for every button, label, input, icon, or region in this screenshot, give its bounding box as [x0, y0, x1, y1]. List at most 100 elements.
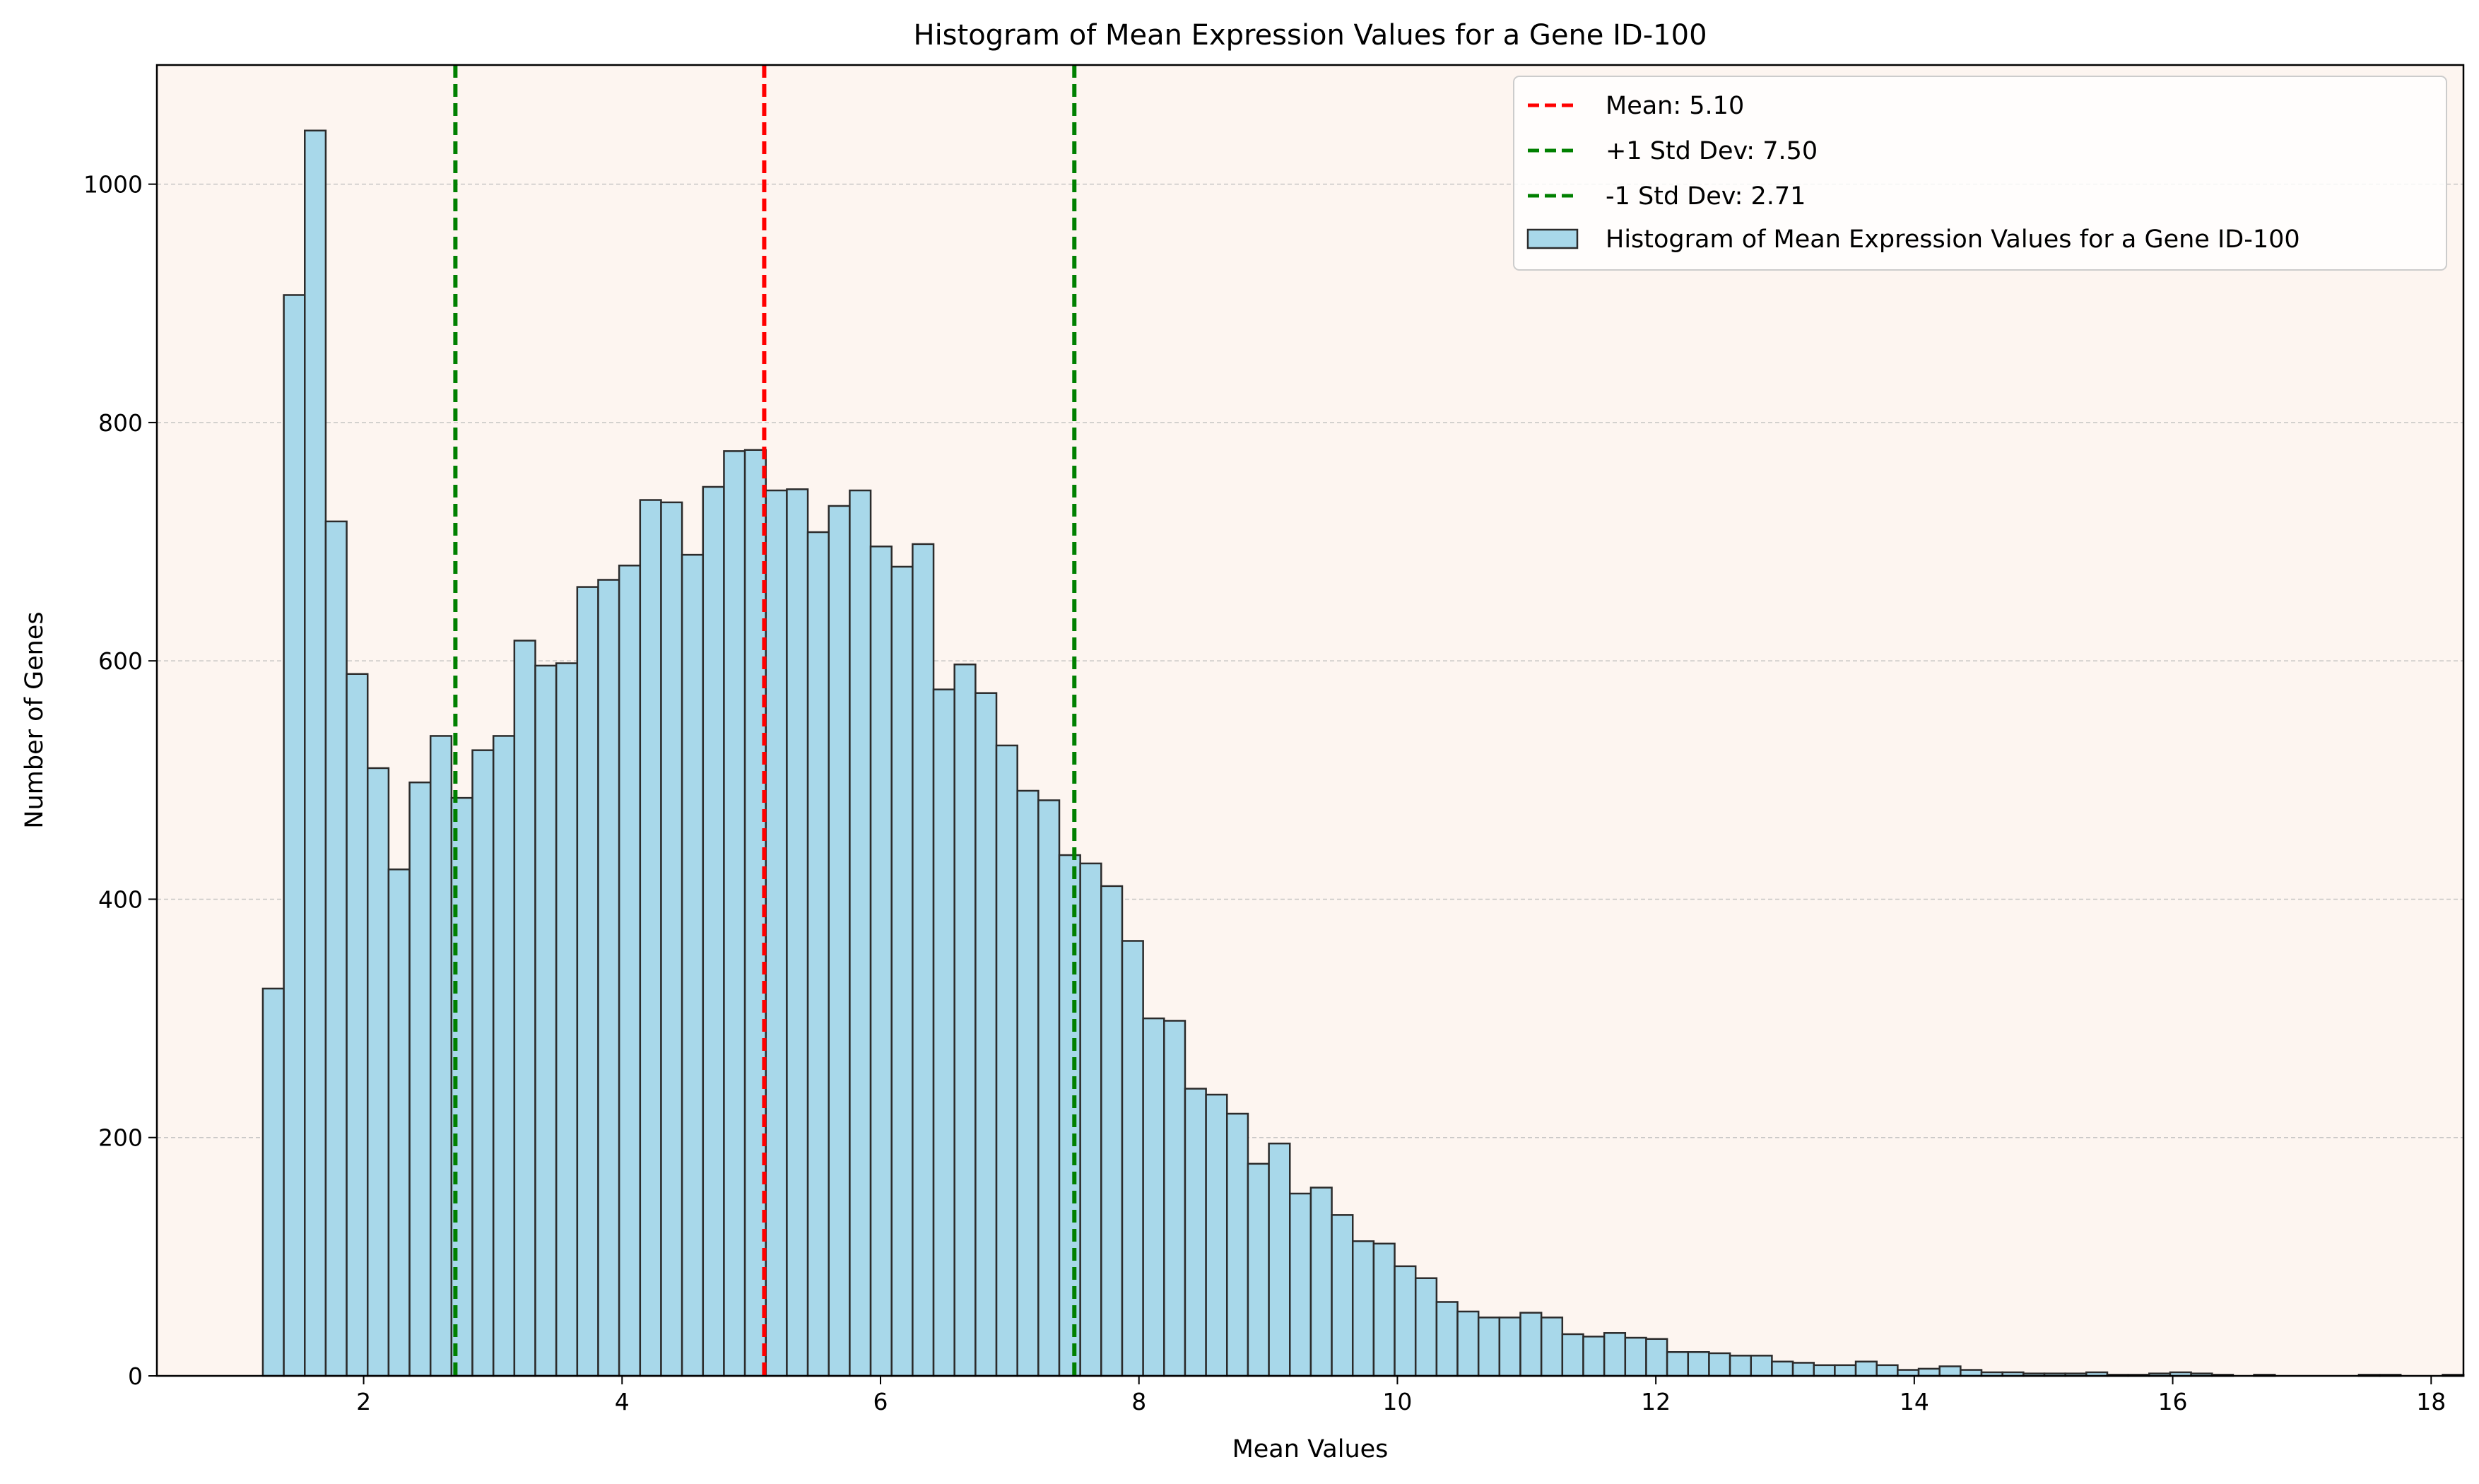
histogram-bar	[1813, 1364, 1836, 1377]
histogram-bar	[806, 531, 830, 1377]
histogram-bar	[1456, 1310, 1480, 1377]
x-tick-label: 12	[1641, 1388, 1671, 1415]
histogram-bar	[912, 543, 935, 1377]
histogram-bar	[1750, 1355, 1773, 1377]
histogram-bar	[1791, 1362, 1815, 1377]
legend-mean-label: Mean: 5.10	[1606, 92, 1744, 120]
histogram-bar	[639, 499, 662, 1377]
histogram-bar	[1917, 1367, 1941, 1377]
x-axis-ticks: 2 4 6 8 10 12 14 16 18	[356, 1376, 2446, 1415]
histogram-bar	[1058, 854, 1081, 1377]
x-tick-label: 4	[615, 1388, 630, 1415]
x-tick-label: 8	[1131, 1388, 1146, 1415]
histogram-bar	[953, 663, 977, 1377]
histogram-bar	[1037, 799, 1061, 1377]
histogram-bar	[408, 781, 432, 1377]
histogram-bar	[1582, 1336, 1606, 1377]
histogram-bar	[1938, 1365, 1962, 1377]
histogram-bar	[786, 488, 809, 1377]
histogram-bar	[1960, 1369, 1983, 1377]
histogram-bar	[366, 767, 390, 1377]
histogram-bar	[681, 553, 705, 1377]
histogram-bar	[1205, 1093, 1228, 1377]
histogram-bar	[576, 586, 599, 1377]
histogram-bar	[1603, 1332, 1627, 1377]
histogram-bar	[932, 688, 955, 1377]
y-tick-label: 400	[98, 885, 143, 913]
x-tick-label: 16	[2158, 1388, 2188, 1415]
histogram-bar	[1435, 1301, 1459, 1377]
histogram-bar	[828, 505, 851, 1377]
histogram-bar	[1666, 1351, 1690, 1377]
histogram-bars	[261, 129, 2465, 1377]
histogram-bar	[1142, 1017, 1165, 1377]
legend-histogram-label: Histogram of Mean Expression Values for …	[1606, 225, 2300, 254]
histogram-bar	[471, 749, 495, 1377]
histogram-bar	[1121, 940, 1144, 1377]
y-tick-label: 0	[128, 1362, 143, 1390]
x-tick-label: 6	[873, 1388, 888, 1415]
histogram-bar	[1519, 1312, 1543, 1377]
histogram-bar	[429, 735, 453, 1377]
legend: Mean: 5.10 +1 Std Dev: 7.50 -1 Std Dev: …	[1513, 76, 2447, 271]
histogram-bar	[1708, 1352, 1731, 1377]
histogram-bar	[387, 868, 411, 1377]
histogram-bar	[1897, 1369, 1920, 1377]
histogram-bar	[1184, 1088, 1207, 1377]
histogram-bar	[492, 735, 516, 1377]
x-tick-label: 14	[1900, 1388, 1929, 1415]
histogram-bar	[1477, 1317, 1501, 1377]
chart-title: Histogram of Mean Expression Values for …	[913, 19, 1707, 52]
histogram-bar	[346, 673, 369, 1377]
legend-minus-std-label: -1 Std Dev: 2.71	[1606, 182, 1806, 211]
histogram-bar	[1309, 1186, 1333, 1377]
histogram-bar	[1771, 1360, 1794, 1377]
histogram-bar	[890, 565, 914, 1377]
histogram-bar	[1247, 1162, 1270, 1377]
legend-box	[1513, 76, 2447, 271]
histogram-bar	[1876, 1364, 1899, 1377]
y-tick-label: 600	[98, 647, 143, 675]
histogram-bar	[1163, 1020, 1186, 1377]
histogram-bar	[1016, 789, 1040, 1377]
histogram-bar	[995, 744, 1018, 1377]
histogram-bar	[1226, 1112, 1249, 1377]
x-tick-label: 18	[2416, 1388, 2446, 1415]
histogram-bar	[1624, 1336, 1647, 1377]
histogram-bar	[1498, 1317, 1521, 1377]
histogram-bar	[1645, 1338, 1668, 1377]
histogram-bar	[1687, 1351, 1710, 1377]
histogram-bar	[1834, 1364, 1857, 1377]
histogram-bar	[555, 662, 579, 1377]
histogram-bar	[1729, 1355, 1753, 1377]
legend-plus-std-label: +1 Std Dev: 7.50	[1606, 137, 1818, 165]
y-tick-label: 800	[98, 409, 143, 437]
histogram-bar	[702, 485, 725, 1377]
histogram-bar	[324, 520, 348, 1377]
histogram-bar	[1268, 1142, 1291, 1377]
histogram-bar	[765, 489, 788, 1377]
x-tick-label: 10	[1382, 1388, 1412, 1415]
histogram-bar	[513, 640, 536, 1377]
plot-frame	[155, 64, 2465, 1377]
legend-histogram-swatch	[1526, 228, 1579, 249]
x-tick-label: 2	[356, 1388, 371, 1415]
y-axis-ticks: 0 200 400 600 800 1000	[83, 171, 157, 1390]
y-axis-label: Number of Genes	[20, 611, 49, 828]
histogram-bar	[1414, 1277, 1438, 1377]
histogram-bar	[1289, 1192, 1312, 1377]
histogram-bar	[1079, 862, 1102, 1377]
histogram-bar	[849, 489, 872, 1377]
y-tick-label: 200	[98, 1124, 143, 1152]
histogram-bar	[869, 546, 893, 1377]
histogram-bar	[597, 579, 620, 1377]
y-tick-label: 1000	[83, 171, 143, 199]
histogram-bar	[1561, 1333, 1584, 1377]
histogram-bar	[974, 692, 998, 1377]
histogram-bar	[618, 565, 642, 1377]
histogram-bar	[1100, 885, 1124, 1377]
histogram-bar	[283, 294, 306, 1377]
histogram-bar	[1351, 1240, 1375, 1377]
histogram-bar	[660, 501, 683, 1377]
